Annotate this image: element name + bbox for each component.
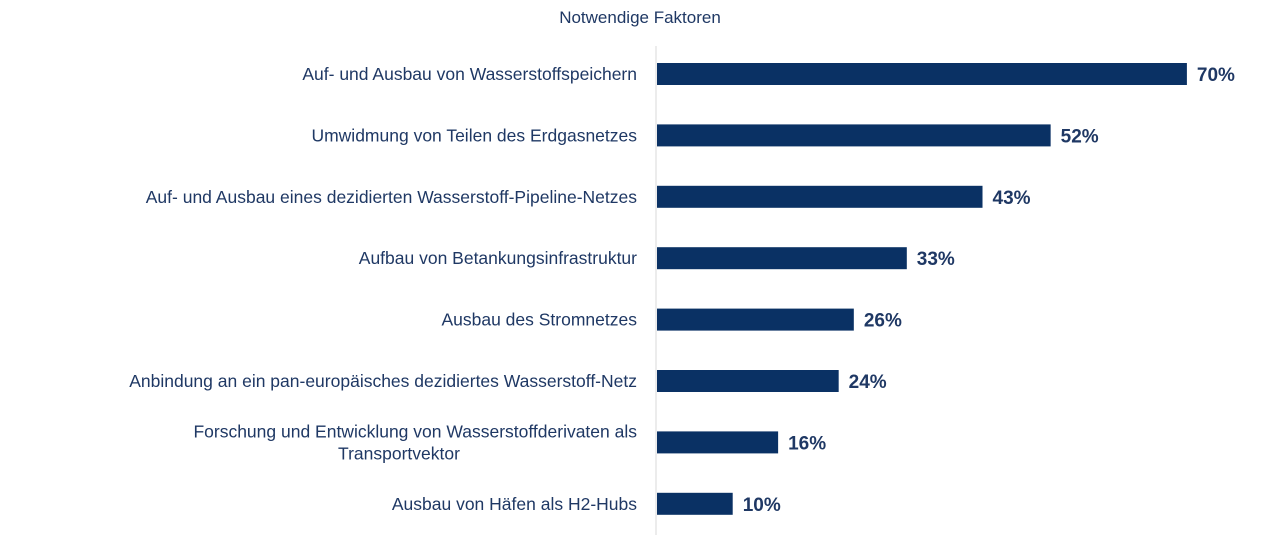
value-label-1: 70% bbox=[1197, 65, 1235, 86]
category-label-6: Anbindung an ein pan-europäisches dezidi… bbox=[129, 371, 637, 391]
chart-title: Notwendige Faktoren bbox=[559, 8, 721, 27]
category-label-8: Ausbau von Häfen als H2-Hubs bbox=[392, 494, 637, 514]
category-label-3: Auf- und Ausbau eines dezidierten Wasser… bbox=[146, 187, 637, 207]
bar-3 bbox=[657, 185, 983, 208]
bar-8 bbox=[657, 492, 733, 515]
bar-1 bbox=[657, 63, 1187, 85]
value-label-2: 52% bbox=[1061, 126, 1099, 147]
category-label-2: Umwidmung von Teilen des Erdgasnetzes bbox=[311, 125, 637, 145]
value-label-6: 24% bbox=[849, 372, 887, 393]
category-labels-group: Auf- und Ausbau von Wasserstoffspeichern… bbox=[129, 64, 637, 514]
category-label-5: Ausbau des Stromnetzes bbox=[441, 310, 637, 330]
bar-6 bbox=[657, 370, 839, 392]
category-label-1: Auf- und Ausbau von Wasserstoffspeichern bbox=[302, 64, 637, 84]
value-label-8: 10% bbox=[743, 495, 781, 516]
bar-7 bbox=[657, 431, 779, 454]
value-label-4: 33% bbox=[917, 249, 955, 270]
bar-2 bbox=[657, 124, 1051, 147]
value-labels-group: 70% 52% 43% 33% 26% 24% 16% 10% bbox=[743, 65, 1235, 516]
bar-4 bbox=[657, 247, 907, 270]
bars-group bbox=[657, 63, 1187, 515]
category-label-4: Aufbau von Betankungsinfrastruktur bbox=[359, 248, 637, 268]
value-label-7: 16% bbox=[788, 433, 826, 454]
bar-5 bbox=[657, 308, 854, 331]
category-label-7: Forschung und Entwicklung von Wasserstof… bbox=[193, 421, 637, 463]
value-label-3: 43% bbox=[993, 188, 1031, 209]
value-label-5: 26% bbox=[864, 311, 902, 332]
